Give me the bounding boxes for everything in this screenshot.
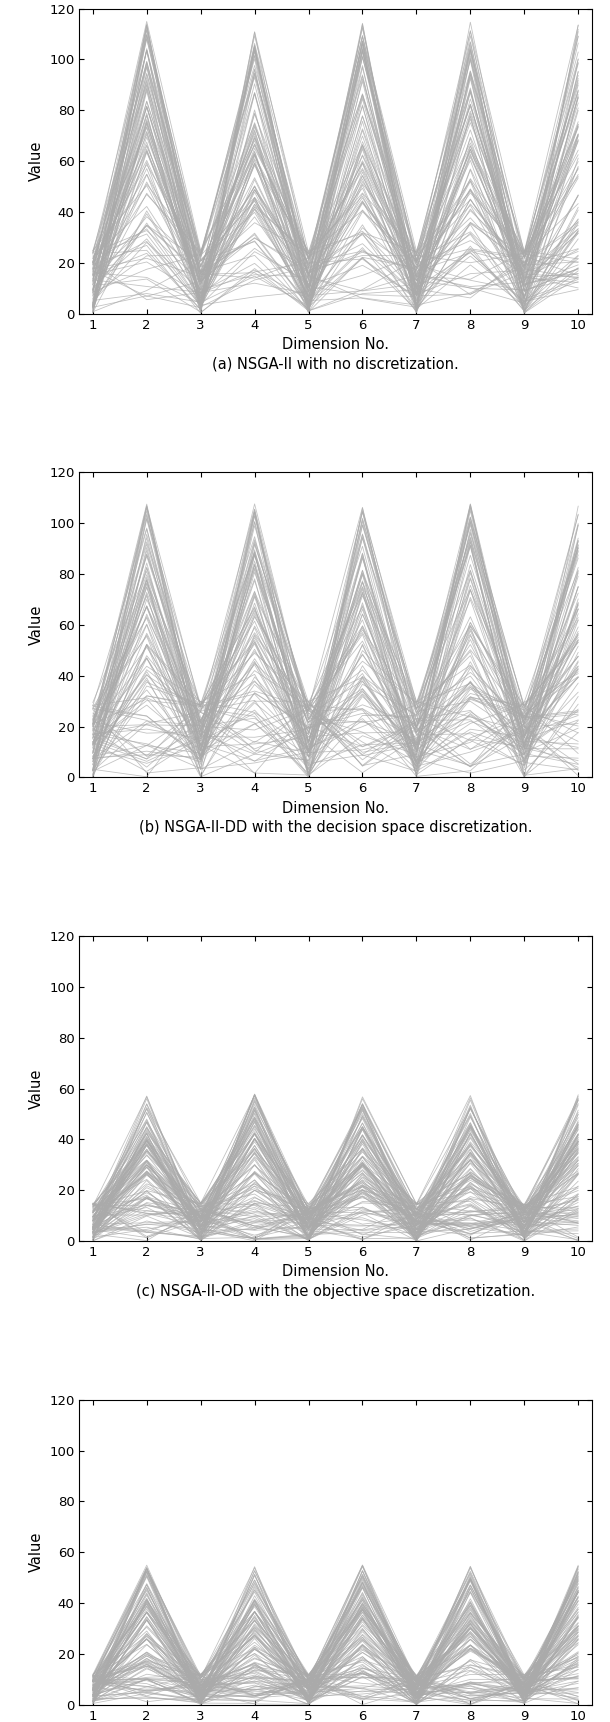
X-axis label: Dimension No.: Dimension No. bbox=[282, 801, 389, 816]
Y-axis label: Value: Value bbox=[29, 141, 43, 181]
Y-axis label: Value: Value bbox=[29, 1068, 43, 1109]
Text: (c) NSGA-II-OD with the objective space discretization.: (c) NSGA-II-OD with the objective space … bbox=[136, 1285, 535, 1298]
X-axis label: Dimension No.: Dimension No. bbox=[282, 1264, 389, 1279]
Y-axis label: Value: Value bbox=[29, 604, 43, 646]
Text: (a) NSGA-II with no discretization.: (a) NSGA-II with no discretization. bbox=[212, 356, 459, 372]
X-axis label: Dimension No.: Dimension No. bbox=[282, 338, 389, 351]
Text: (b) NSGA-II-DD with the decision space discretization.: (b) NSGA-II-DD with the decision space d… bbox=[138, 820, 533, 835]
Y-axis label: Value: Value bbox=[29, 1533, 43, 1572]
